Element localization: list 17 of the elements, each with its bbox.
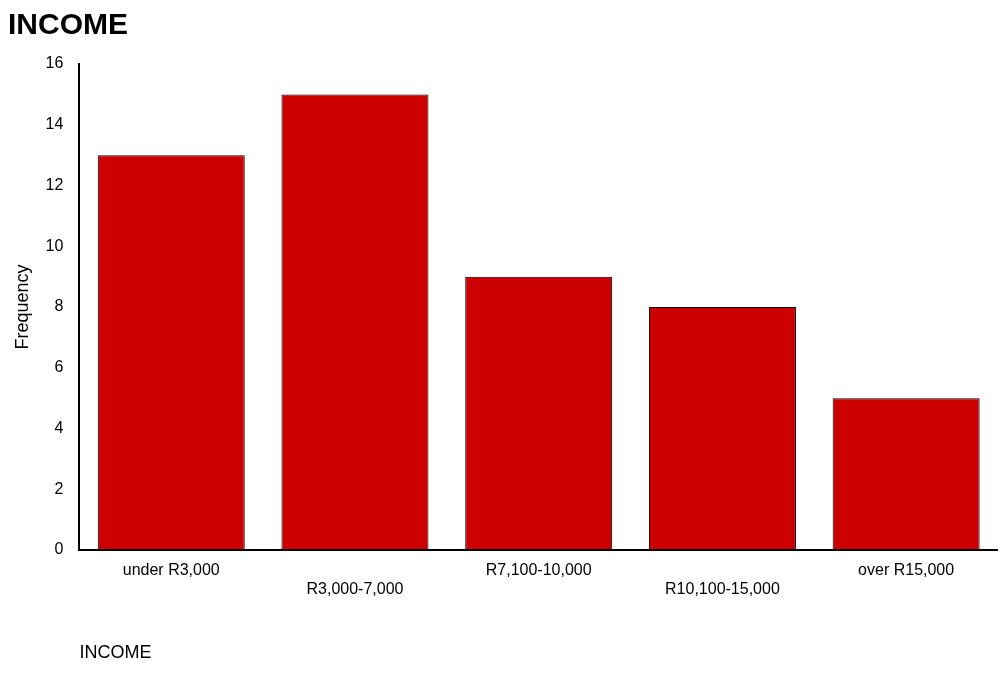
y-tick-label: 12 bbox=[45, 175, 64, 193]
y-tick-label: 4 bbox=[54, 418, 64, 436]
x-tick-label: under R3,000 bbox=[122, 561, 220, 579]
chart-title: INCOME bbox=[8, 7, 128, 41]
y-tick-label: 16 bbox=[45, 54, 64, 72]
x-axis-title: INCOME bbox=[79, 642, 152, 663]
x-tick-label: R7,100-10,000 bbox=[485, 561, 592, 579]
y-tick-label: 6 bbox=[54, 358, 64, 376]
y-axis-title: Frequency bbox=[11, 264, 32, 350]
x-tick-label: R10,100-15,000 bbox=[665, 580, 780, 598]
x-tick-label: over R15,000 bbox=[858, 561, 955, 579]
y-tick-label: 8 bbox=[54, 297, 64, 315]
y-tick-label: 0 bbox=[54, 540, 64, 558]
y-tick-label: 14 bbox=[45, 115, 64, 133]
y-tick-label: 2 bbox=[54, 479, 64, 497]
x-tick-label: R3,000-7,000 bbox=[306, 580, 404, 598]
y-tick-label: 10 bbox=[45, 236, 64, 254]
